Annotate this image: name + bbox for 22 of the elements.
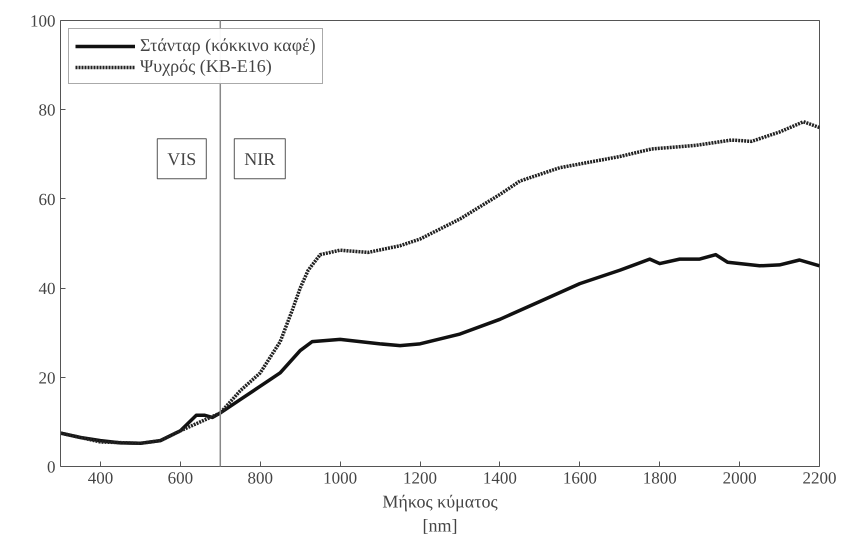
x-tick-label: 2200 [802,468,836,488]
y-tick-label: 60 [38,190,56,209]
y-tick-label: 80 [38,100,56,120]
annotation: VIS [167,148,196,169]
y-tick-label: 100 [30,12,56,30]
x-tick-label: 1600 [562,468,597,488]
x-axis-title: Μήκος κύματος [nm] [382,492,498,536]
x-tick-label: 800 [247,468,273,488]
legend-label: Ψυχρός (KB-E16) [140,56,272,77]
x-tick-label: 2000 [722,468,757,488]
x-tick-label: 400 [88,468,114,488]
x-tick-label: 1400 [482,468,517,488]
x-tick-label: 600 [168,468,194,488]
y-tick-label: 0 [47,458,56,476]
x-tick-label: 1800 [642,468,677,488]
x-tick-label: 1000 [323,468,358,488]
y-tick-label: 20 [38,368,56,388]
line-series [60,120,820,446]
annotation: NIR [244,148,276,169]
y-tick-label: 40 [38,279,56,298]
x-tick-label: 1200 [403,468,438,488]
legend-label: Στάνταρ (κόκκινο καφέ) [140,35,316,56]
